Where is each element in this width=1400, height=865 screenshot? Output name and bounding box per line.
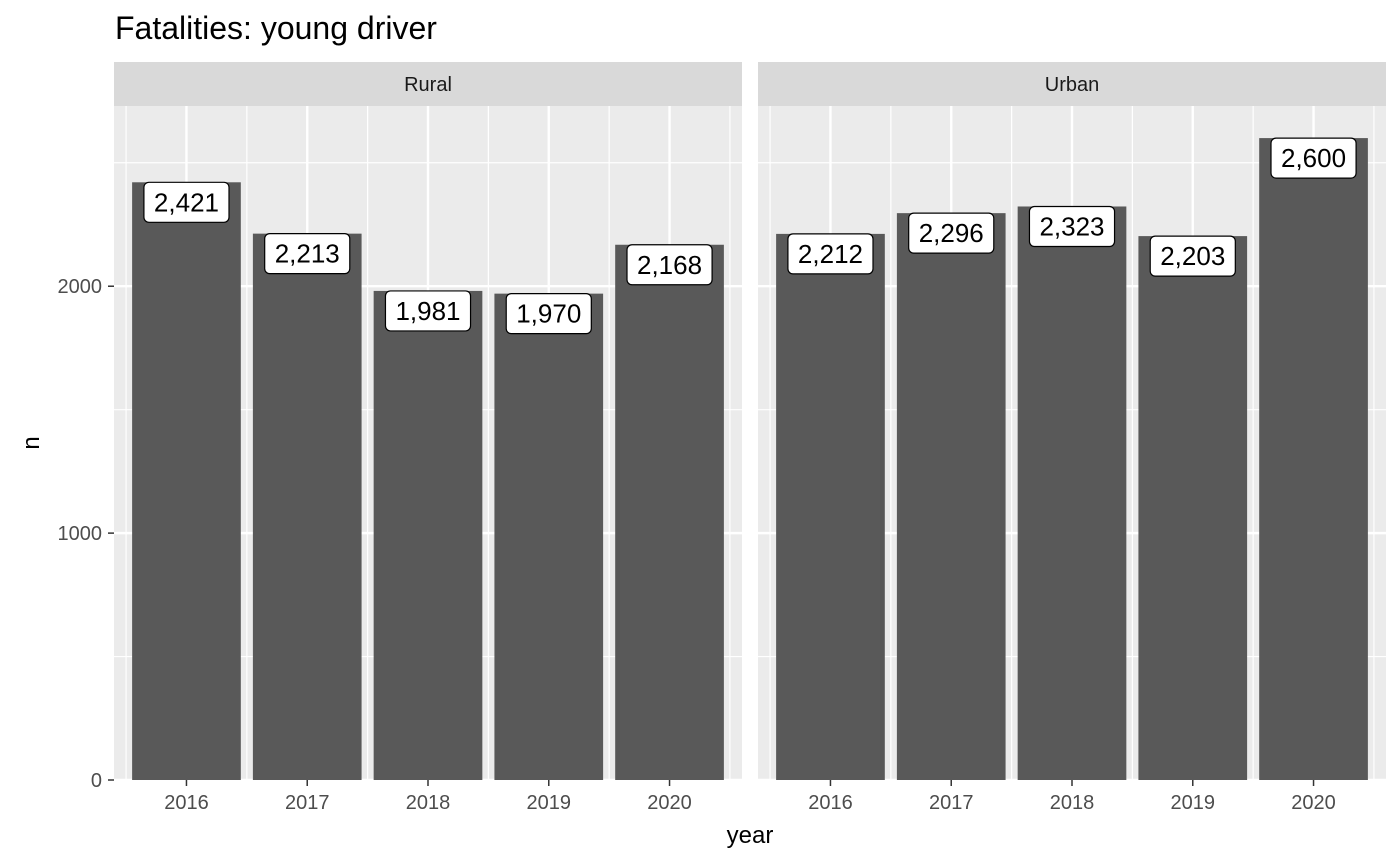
data-label: 2,203 — [1149, 235, 1236, 277]
data-label: 2,323 — [1028, 205, 1116, 248]
x-tick-label: 2017 — [285, 792, 330, 814]
facet-strip-label: Urban — [1045, 74, 1099, 96]
data-label-text: 2,296 — [919, 218, 984, 248]
y-tick-label: 1000 — [58, 523, 103, 545]
data-label-text: 2,323 — [1039, 211, 1104, 241]
data-label-box — [787, 233, 874, 275]
bar-urban-2016 — [776, 233, 885, 780]
bar-rural-2016 — [132, 182, 241, 781]
data-label-box — [1028, 205, 1116, 248]
y-axis: 0 1000 2000 — [58, 276, 114, 792]
data-label-text: 1,981 — [395, 296, 460, 326]
bar-urban-2018 — [1017, 206, 1127, 780]
data-label: 2,600 — [1270, 137, 1357, 179]
x-tick-label: 2019 — [527, 792, 572, 814]
data-label-box — [1149, 235, 1236, 277]
x-tick-label: 2017 — [929, 792, 974, 814]
x-tick-label: 2020 — [1291, 792, 1336, 814]
data-label: 2,296 — [908, 212, 995, 254]
data-label: 1,981 — [384, 290, 472, 332]
x-tick-label: 2016 — [808, 792, 853, 814]
data-label-box — [505, 293, 592, 335]
data-label: 1,970 — [505, 293, 592, 335]
panels: Rural 2,421 2,213 1,981 1,970 2,168 2016 2017 20… — [114, 62, 1386, 814]
x-tick-label: 2020 — [647, 792, 692, 814]
x-tick-label: 2016 — [164, 792, 209, 814]
bar-urban-2019 — [1138, 236, 1248, 781]
data-label-box — [384, 290, 472, 332]
y-tick-label: 2000 — [58, 276, 103, 298]
chart-title: Fatalities: young driver — [115, 10, 437, 46]
x-tick-label: 2019 — [1171, 792, 1216, 814]
data-label-text: 2,421 — [154, 187, 219, 217]
facet-strip-label: Rural — [404, 74, 452, 96]
bar-rural-2019 — [494, 293, 604, 780]
y-tick-label: 0 — [91, 770, 102, 792]
data-label-box — [143, 181, 230, 223]
x-tick-label: 2018 — [1050, 792, 1095, 814]
data-label: 2,421 — [143, 181, 230, 223]
data-label: 2,212 — [787, 233, 874, 275]
data-label-box — [908, 212, 995, 254]
data-label-box — [1270, 137, 1357, 179]
bar-rural-2017 — [252, 233, 362, 781]
bar-urban-2020 — [1259, 138, 1368, 781]
bar-rural-2018 — [373, 290, 483, 780]
data-label-text: 1,970 — [516, 299, 581, 329]
data-label-box — [264, 233, 351, 275]
facet-panel-rural: Rural 2,421 2,213 1,981 1,970 2,168 2016 2017 20… — [114, 62, 742, 814]
data-label-text: 2,203 — [1160, 241, 1225, 271]
data-label-box — [626, 244, 713, 286]
x-tick-label: 2018 — [406, 792, 451, 814]
data-label-text: 2,168 — [637, 250, 702, 280]
y-axis-title: n — [18, 436, 45, 449]
bar-rural-2020 — [615, 244, 724, 780]
data-label: 2,213 — [264, 233, 351, 275]
bar-urban-2017 — [896, 213, 1006, 781]
facet-strip — [758, 62, 1386, 106]
data-label-text: 2,212 — [798, 239, 863, 269]
data-label-text: 2,600 — [1281, 143, 1346, 173]
data-label: 2,168 — [626, 244, 713, 286]
x-axis-title: year — [727, 822, 774, 849]
facet-panel-urban: Urban 2,212 2,296 2,323 2,203 2,600 2016 2017 20… — [758, 62, 1386, 814]
facet-strip — [114, 62, 742, 106]
data-label-text: 2,213 — [275, 239, 340, 269]
